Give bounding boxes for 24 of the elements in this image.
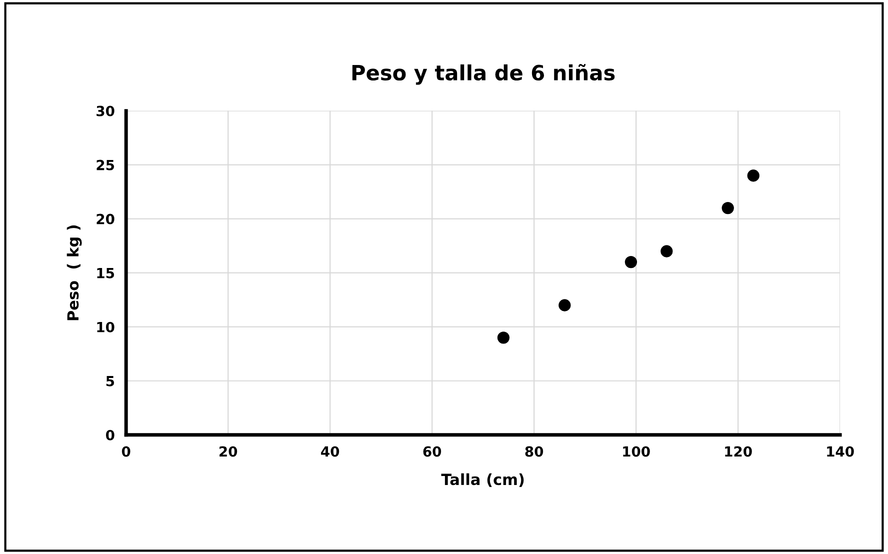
x-tick-label: 20: [220, 446, 238, 457]
x-axis-title: Talla (cm): [441, 473, 524, 487]
y-tick-label: 15: [97, 268, 114, 278]
x-tick-label: 0: [122, 446, 130, 457]
y-tick-label: 25: [96, 160, 114, 170]
point: [660, 245, 673, 258]
x-tick-label: 140: [827, 446, 854, 457]
x-tick-label: 80: [525, 446, 544, 457]
point: [722, 202, 734, 214]
x-tick-label: 60: [423, 446, 442, 457]
x-tick-label: 100: [623, 446, 650, 457]
y-tick-label: 20: [96, 214, 114, 224]
y-axis-title: Peso ( kg ): [66, 225, 82, 320]
point: [747, 170, 760, 182]
y-tick-label: 5: [106, 376, 114, 386]
x-tick-label: 40: [321, 446, 340, 457]
y-tick-label: 10: [97, 322, 114, 332]
x-tick-label: 120: [725, 446, 752, 457]
point: [558, 299, 571, 312]
y-tick-label: 0: [106, 430, 114, 440]
point: [624, 256, 638, 268]
chart-title: Peso y talla de 6 niñas: [352, 64, 615, 85]
y-tick-label: 30: [96, 106, 114, 116]
point: [497, 332, 510, 344]
